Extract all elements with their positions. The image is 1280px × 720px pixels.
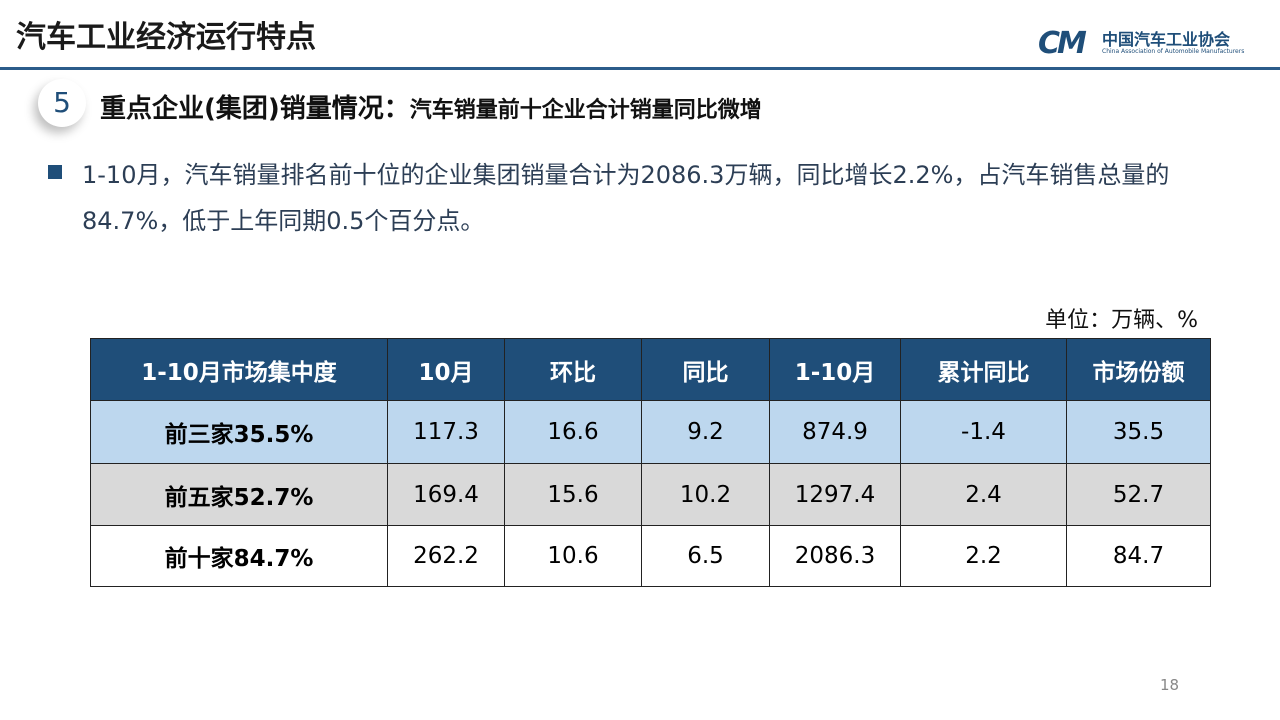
page-number: 18 [1160, 676, 1180, 694]
table-cell: 2.4 [900, 463, 1067, 526]
column-header: 1-10月 [769, 338, 901, 401]
column-header: 10月 [387, 338, 505, 401]
section-subtitle: 汽车销量前十企业合计销量同比微增 [409, 98, 762, 123]
table-cell: 2.2 [900, 525, 1067, 587]
table-cell: 169.4 [387, 463, 505, 526]
slide-title: 汽车工业经济运行特点 [16, 20, 316, 55]
table-cell: 262.2 [387, 525, 505, 587]
row-label: 前三家35.5% [90, 400, 388, 464]
table-cell: 52.7 [1066, 463, 1211, 526]
header-row: 1-10月市场集中度 10月 环比 同比 1-10月 累计同比 市场份额 [90, 338, 1211, 401]
table-row: 前五家52.7% 169.4 15.6 10.2 1297.4 2.4 52.7 [90, 463, 1211, 526]
section-number: 5 [38, 79, 86, 127]
unit-label: 单位：万辆、% [1045, 308, 1198, 333]
row-label: 前十家84.7% [90, 525, 388, 587]
section-title: 重点企业(集团)销量情况： [100, 94, 410, 124]
table-cell: 2086.3 [769, 525, 901, 587]
logo-subtext: China Association of Automobile Manufact… [1102, 48, 1245, 55]
data-table: 1-10月市场集中度 10月 环比 同比 1-10月 累计同比 市场份额 前三家35.5% 1… [90, 338, 1211, 587]
table-cell: 6.5 [641, 525, 770, 587]
section-heading: 重点企业(集团)销量情况：汽车销量前十企业合计销量同比微增 [100, 88, 762, 125]
table-cell: 1297.4 [769, 463, 901, 526]
column-header: 同比 [641, 338, 770, 401]
column-header: 累计同比 [900, 338, 1067, 401]
table-cell: 35.5 [1066, 400, 1211, 464]
logo-text: 中国汽车工业协会 [1102, 30, 1231, 49]
table-cell: 15.6 [504, 463, 642, 526]
logo-mark: CM [1038, 26, 1087, 61]
table-cell: 10.6 [504, 525, 642, 587]
bullet-marker [48, 165, 62, 179]
column-header: 1-10月市场集中度 [90, 338, 388, 401]
table-cell: 9.2 [641, 400, 770, 464]
table-cell: 117.3 [387, 400, 505, 464]
table-row: 前十家84.7% 262.2 10.6 6.5 2086.3 2.2 84.7 [90, 525, 1211, 587]
table-cell: 16.6 [504, 400, 642, 464]
table-cell: 84.7 [1066, 525, 1211, 587]
table-cell: 10.2 [641, 463, 770, 526]
row-label: 前五家52.7% [90, 463, 388, 526]
table-row: 前三家35.5% 117.3 16.6 9.2 874.9 -1.4 35.5 [90, 400, 1211, 464]
logo: CM 中国汽车工业协会 China Association of Automob… [1038, 24, 1245, 61]
table-cell: -1.4 [900, 400, 1067, 464]
header-rule [0, 67, 1280, 70]
bullet-text: 1-10月，汽车销量排名前十位的企业集团销量合计为2086.3万辆，同比增长2.… [82, 161, 1170, 235]
column-header: 市场份额 [1066, 338, 1211, 401]
column-header: 环比 [504, 338, 642, 401]
table-cell: 874.9 [769, 400, 901, 464]
